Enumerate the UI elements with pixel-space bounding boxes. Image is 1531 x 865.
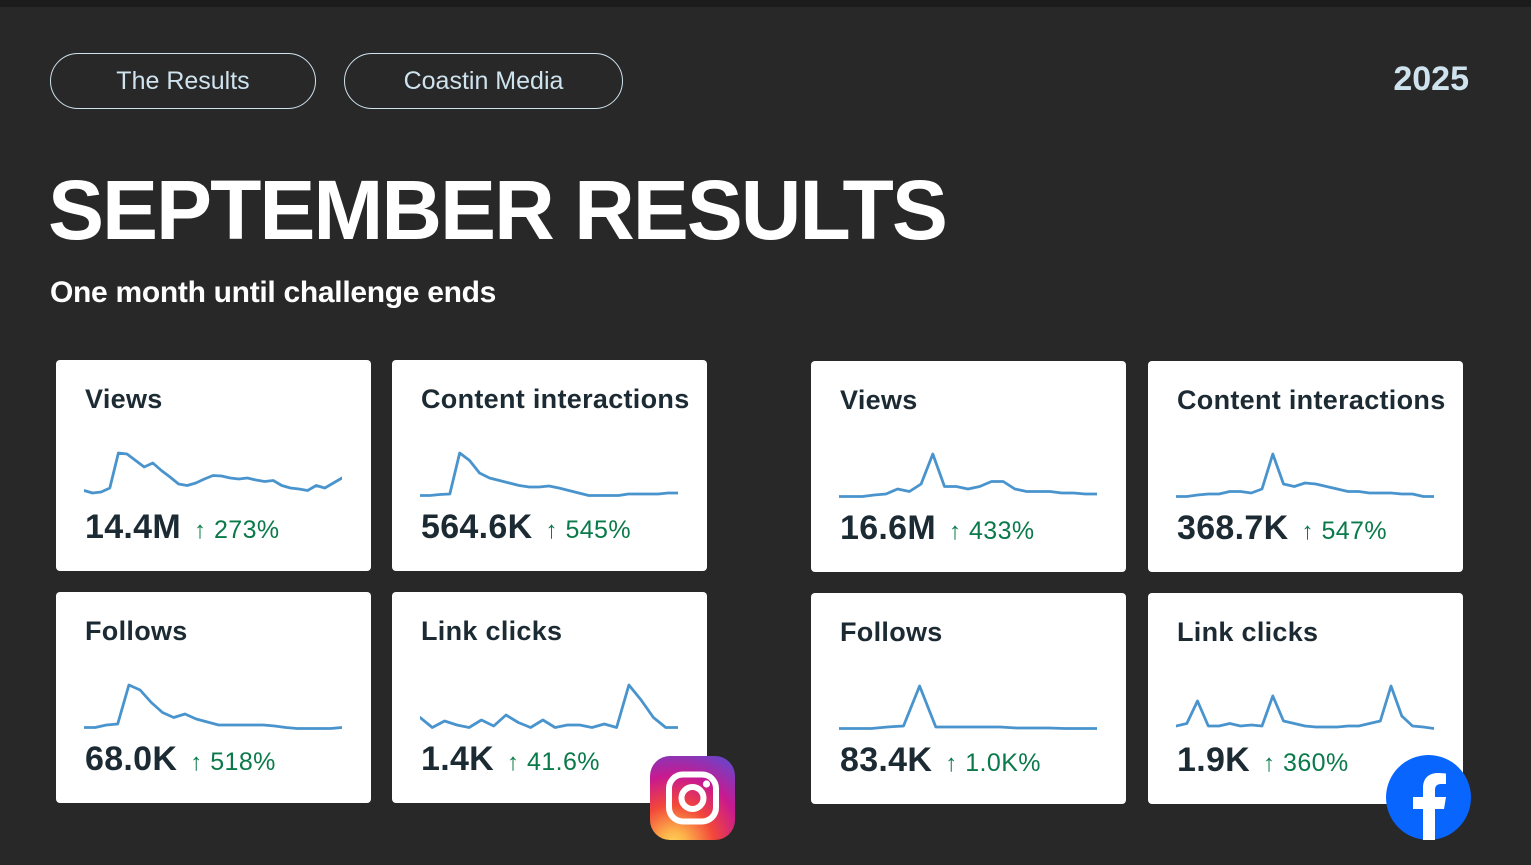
instagram-icon xyxy=(650,756,735,840)
sparkline-path xyxy=(420,683,678,729)
metric-change: 273% xyxy=(214,516,280,544)
page-subtitle: One month until challenge ends xyxy=(50,276,497,309)
metric-change: 433% xyxy=(969,517,1035,545)
sparkline-path xyxy=(839,684,1097,730)
metric-value: 368.7K xyxy=(1177,509,1289,547)
follows-sparkline xyxy=(84,683,342,730)
card-label: Follows xyxy=(840,617,943,647)
up-arrow-icon: ↑ xyxy=(1301,518,1314,545)
metric-value: 14.4M xyxy=(85,508,181,546)
card-metric: 68.0K ↑ 518% xyxy=(85,740,276,779)
sparkline-path xyxy=(1176,452,1434,498)
up-arrow-icon: ↑ xyxy=(1263,750,1276,777)
sparkline-path xyxy=(84,683,342,730)
card-label: Content interactions xyxy=(1177,385,1446,415)
instagram-views-card[interactable]: Views 14.4M ↑ 273% xyxy=(56,360,371,571)
sparkline-path xyxy=(84,451,342,495)
card-metric: 368.7K ↑ 547% xyxy=(1177,509,1387,548)
card-label: Views xyxy=(840,385,918,415)
card-label: Follows xyxy=(85,616,188,646)
instagram-link-clicks-card[interactable]: Link clicks 1.4K ↑ 41.6% xyxy=(392,592,707,803)
the-results-pill-label: The Results xyxy=(116,66,250,95)
the-results-pill[interactable]: The Results xyxy=(50,53,316,109)
card-metric: 16.6M ↑ 433% xyxy=(840,509,1035,548)
facebook-icon xyxy=(1386,755,1471,840)
card-label: Content interactions xyxy=(421,384,690,414)
up-arrow-icon: ↑ xyxy=(190,749,203,776)
card-label: Link clicks xyxy=(421,616,563,646)
top-strip xyxy=(0,0,1531,7)
metric-value: 1.9K xyxy=(1177,741,1251,779)
facebook-views-card[interactable]: Views 16.6M ↑ 433% xyxy=(811,361,1126,572)
metric-change: 518% xyxy=(210,748,276,776)
metric-value: 16.6M xyxy=(840,509,936,547)
metric-value: 564.6K xyxy=(421,508,533,546)
metric-value: 83.4K xyxy=(840,741,933,779)
metric-change: 360% xyxy=(1283,749,1349,777)
metric-change: 545% xyxy=(565,516,631,544)
card-metric: 1.4K ↑ 41.6% xyxy=(421,740,600,779)
sparkline-path xyxy=(420,451,678,497)
metric-change: 41.6% xyxy=(527,748,600,776)
content-interactions-sparkline xyxy=(420,451,678,497)
instagram-content-interactions-card[interactable]: Content interactions 564.6K ↑ 545% xyxy=(392,360,707,571)
link-clicks-sparkline xyxy=(420,683,678,729)
card-metric: 83.4K ↑ 1.0K% xyxy=(840,741,1041,780)
follows-sparkline xyxy=(839,684,1097,730)
metric-value: 68.0K xyxy=(85,740,178,778)
up-arrow-icon: ↑ xyxy=(949,518,961,545)
card-metric: 14.4M ↑ 273% xyxy=(85,508,280,547)
up-arrow-icon: ↑ xyxy=(507,749,520,776)
sparkline-path xyxy=(839,452,1097,498)
year-label: 2025 xyxy=(1393,60,1469,98)
page-title: SEPTEMBER RESULTS xyxy=(48,163,948,257)
up-arrow-icon: ↑ xyxy=(545,517,558,544)
coastin-media-pill-label: Coastin Media xyxy=(403,66,564,95)
views-sparkline xyxy=(84,451,342,495)
metric-change: 547% xyxy=(1321,517,1387,545)
card-metric: 1.9K ↑ 360% xyxy=(1177,741,1349,780)
metric-change: 1.0K% xyxy=(965,749,1041,777)
instagram-follows-card[interactable]: Follows 68.0K ↑ 518% xyxy=(56,592,371,803)
link-clicks-sparkline xyxy=(1176,684,1434,730)
facebook-follows-card[interactable]: Follows 83.4K ↑ 1.0K% xyxy=(811,593,1126,804)
sparkline-path xyxy=(1176,684,1434,730)
content-interactions-sparkline xyxy=(1176,452,1434,498)
facebook-content-interactions-card[interactable]: Content interactions 368.7K ↑ 547% xyxy=(1148,361,1463,572)
views-sparkline xyxy=(839,452,1097,498)
up-arrow-icon: ↑ xyxy=(194,517,206,544)
card-label: Link clicks xyxy=(1177,617,1319,647)
card-metric: 564.6K ↑ 545% xyxy=(421,508,631,547)
up-arrow-icon: ↑ xyxy=(945,750,958,777)
metric-value: 1.4K xyxy=(421,740,495,778)
card-label: Views xyxy=(85,384,163,414)
coastin-media-pill[interactable]: Coastin Media xyxy=(344,53,623,109)
